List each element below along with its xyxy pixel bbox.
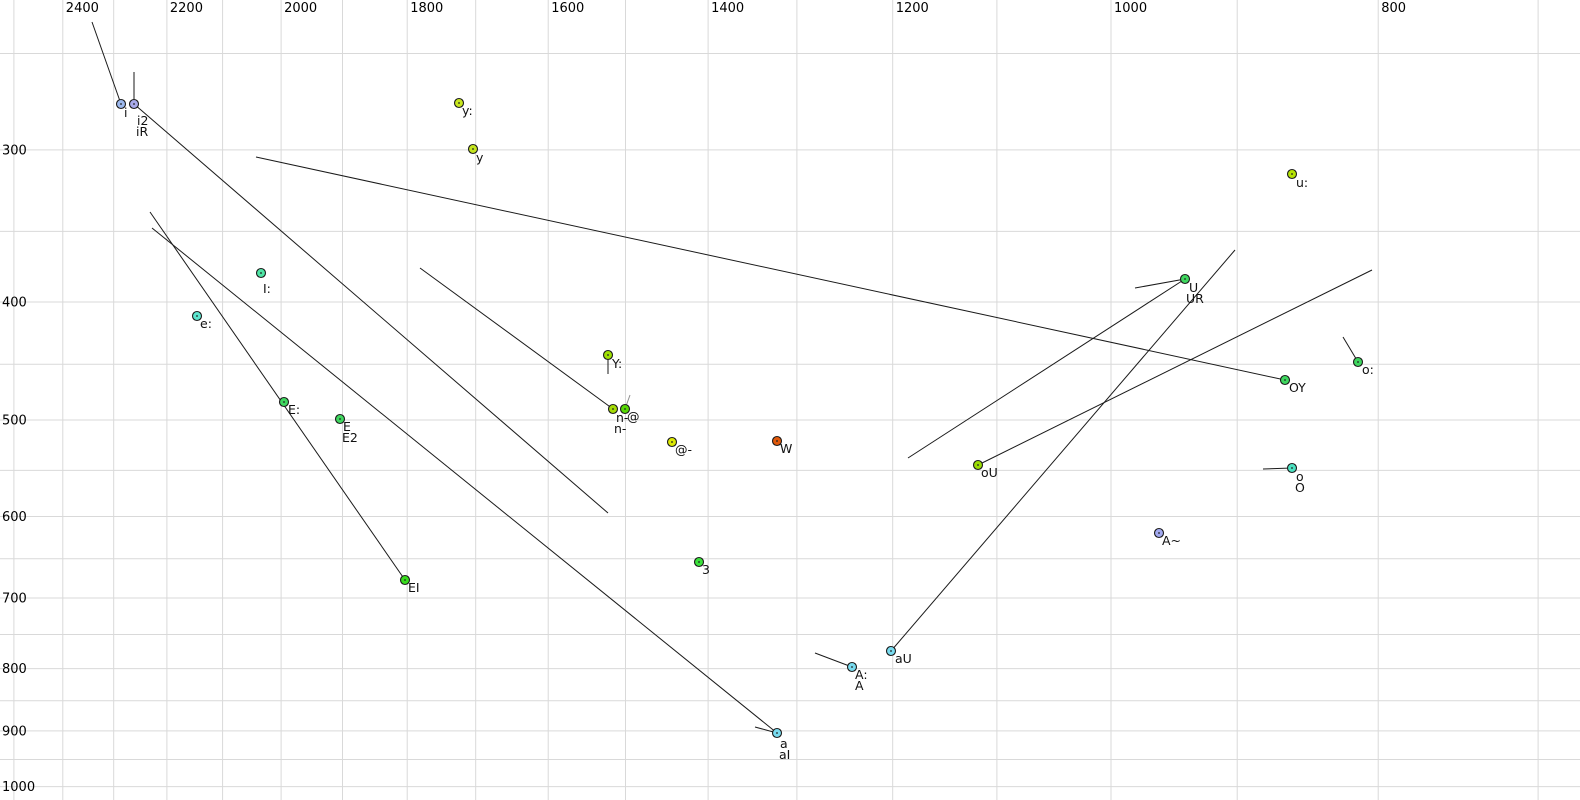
vowel-label-i2-iR: i2: [137, 113, 148, 128]
trajectory-U-tail: [1134, 278, 1186, 289]
x-tick-label: 1200: [896, 1, 929, 16]
x-tick-label: 800: [1381, 1, 1406, 16]
vowel-label-A-long-A: A: [855, 678, 864, 693]
vowel-label-y-long: y:: [462, 103, 473, 118]
vowel-label-o-O: O: [1295, 480, 1305, 495]
vowel-label-e-long: e:: [200, 316, 212, 331]
vowel-label-u-long: u:: [1296, 175, 1308, 190]
y-tick-label: 900: [2, 724, 27, 739]
vowel-dot-center-o-O: [1291, 467, 1293, 469]
x-tick-label: 2000: [284, 1, 317, 16]
x-tick-label: 1400: [711, 1, 744, 16]
vowel-label-I-long: I:: [263, 281, 271, 296]
vowel-label-a-aI: aI: [779, 747, 790, 762]
vowel-label-@: @: [627, 409, 640, 424]
vowel-dot-center-U-UR: [1184, 278, 1186, 280]
vowel-dot-center-oU: [977, 464, 979, 466]
x-tick-label: 1600: [551, 1, 584, 16]
vowel-dot-center-n-: [612, 408, 614, 410]
y-tick-label: 700: [2, 592, 27, 607]
vowel-dot-center-y: [472, 148, 474, 150]
vowel-label-y: y: [476, 150, 484, 165]
vowel-label-U-UR: U: [1189, 280, 1198, 295]
trajectory-layer: [91, 21, 1373, 734]
vowel-dot-center-EI: [404, 579, 406, 581]
trajectory-oU-glide: [977, 269, 1373, 466]
trajectory-EI-glide: [149, 211, 406, 581]
vowel-dot-center-@-: [671, 441, 673, 443]
vowel-label-n-: n-: [614, 421, 626, 436]
vowel-label-aU: aU: [895, 651, 912, 666]
vowel-label-E-E2: E2: [342, 430, 358, 445]
trajectory-OY-glide: [255, 156, 1286, 381]
vowel-label-i: i: [124, 105, 127, 120]
vowel-dot-center-A-nasal: [1158, 532, 1160, 534]
x-tick-label: 1800: [410, 1, 443, 16]
y-tick-label: 800: [2, 662, 27, 677]
vowel-dot-center-W: [776, 440, 778, 442]
vowel-label-a-aI: a: [780, 736, 788, 751]
vowel-dot-center-aU: [890, 650, 892, 652]
trajectory-U-glide: [907, 278, 1186, 459]
trajectory-aU-glide: [890, 249, 1236, 652]
trajectory-i-tail: [91, 21, 122, 105]
vowel-label-oU: oU: [981, 465, 998, 480]
vowel-label-E-long: E:: [288, 402, 300, 417]
vowel-label-@-: @-: [675, 442, 692, 457]
vowel-dot-center-o-long: [1357, 361, 1359, 363]
vowel-label-OY: OY: [1289, 380, 1306, 395]
x-tick-label: 2200: [170, 1, 203, 16]
vowel-dot-center-3: [698, 561, 700, 563]
y-tick-label: 600: [2, 510, 27, 525]
trajectory-n-glide: [419, 267, 614, 410]
trajectory-A-tail: [814, 652, 853, 668]
vowel-label-A-nasal: A~: [1162, 533, 1181, 548]
vowel-label-Y-long: Y:: [611, 356, 622, 371]
y-tick-label: 1000: [2, 780, 35, 795]
vowel-label-A-long-A: A:: [855, 667, 868, 682]
vowel-dot-center-E-E2: [339, 418, 341, 420]
vowel-dot-center-e-long: [196, 315, 198, 317]
vowel-dot-center-I-long: [260, 272, 262, 274]
vowel-label-o-long: o:: [1362, 362, 1374, 377]
vowel-label-o-O: o: [1296, 469, 1304, 484]
vowel-label-EI: EI: [408, 580, 420, 595]
x-tick-label: 2400: [66, 1, 99, 16]
x-tick-label: 1000: [1114, 1, 1147, 16]
axis-tick-layer: 2400 2200 2000 1800 1600 1400 1200 1000 800 300 40…: [2, 1, 1406, 795]
vowel-dot-center-Y-long: [607, 354, 609, 356]
y-tick-label: 300: [2, 143, 27, 158]
vowel-label-3: 3: [702, 562, 710, 577]
vowel-label-E-E2: E: [343, 419, 351, 434]
y-tick-label: 400: [2, 296, 27, 311]
vowel-label-U-UR: UR: [1186, 291, 1204, 306]
vowel-dot-center-u-long: [1291, 173, 1293, 175]
trajectory-i2-glide: [133, 103, 609, 514]
vowel-dot-center-i2-iR: [133, 103, 135, 105]
y-tick-label: 500: [2, 414, 27, 429]
vowel-label-W: W: [780, 441, 792, 456]
vowel-dot-center-E-long: [283, 401, 285, 403]
vowel-label-i2-iR: iR: [136, 124, 148, 139]
vowel-dot-center-y-long: [458, 102, 460, 104]
vowel-dot-center-@: [624, 408, 626, 410]
vowel-dot-center-OY: [1284, 379, 1286, 381]
vowel-dot-center-a-aI: [776, 732, 778, 734]
vowel-dot-center-A-long-A: [851, 666, 853, 668]
vowel-dot-center-i: [120, 103, 122, 105]
trajectory-aI-glide: [151, 227, 778, 734]
